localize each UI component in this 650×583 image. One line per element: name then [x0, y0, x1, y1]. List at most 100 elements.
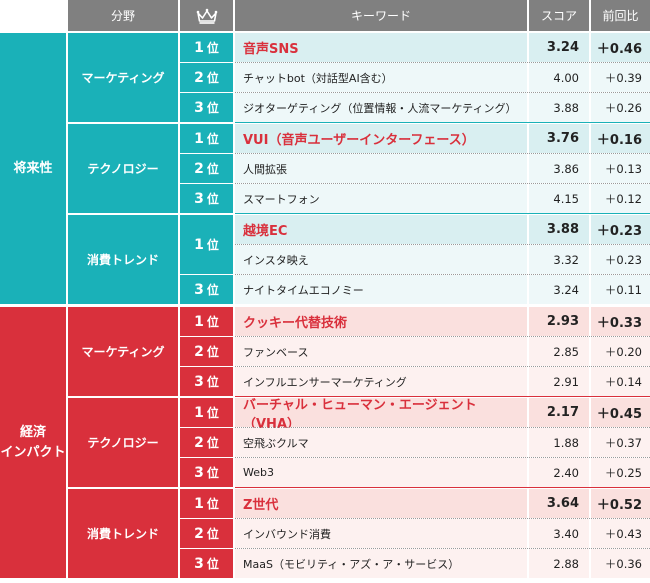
rank-number: 1 [194, 236, 204, 253]
score-cell: 2.88 [529, 549, 589, 578]
row-divider [235, 183, 650, 184]
rank-number: 2 [194, 434, 204, 451]
rank-unit: 位 [206, 497, 219, 511]
rank-number: 3 [194, 555, 204, 572]
keyword-cell: インバウンド消費 [235, 519, 527, 548]
score-cell: 1.88 [529, 428, 589, 457]
field-label: マーケティング [68, 33, 178, 122]
rank-unit: 位 [206, 406, 219, 420]
diff-cell: ＋0.14 [591, 367, 650, 396]
row-divider [235, 274, 650, 275]
diff-cell: ＋0.37 [591, 428, 650, 457]
keyword-cell: Z世代 [235, 489, 527, 518]
keyword-cell: ナイトタイムエコノミー [235, 275, 527, 304]
score-cell: 4.15 [529, 184, 589, 213]
rank-number: 3 [194, 99, 204, 116]
rank-unit: 位 [206, 162, 219, 176]
keyword-cell: インフルエンサーマーケティング [235, 367, 527, 396]
keyword-cell: 人間拡張 [235, 154, 527, 183]
diff-cell: ＋0.33 [591, 307, 650, 336]
rank-number: 1 [194, 313, 204, 330]
row-divider [235, 92, 650, 93]
rank-unit: 位 [206, 41, 219, 55]
rank-number: 1 [194, 404, 204, 421]
rank-unit: 位 [206, 436, 219, 450]
rank-number: 3 [194, 190, 204, 207]
score-cell: 3.24 [529, 275, 589, 304]
keyword-cell: 越境EC [235, 215, 527, 244]
score-cell: 3.32 [529, 245, 589, 274]
keyword-cell: Web3 [235, 458, 527, 487]
rank-number: 3 [194, 281, 204, 298]
diff-cell: ＋0.52 [591, 489, 650, 518]
keyword-cell: スマートフォン [235, 184, 527, 213]
field-label: 消費トレンド [68, 489, 178, 578]
rank-unit: 位 [206, 557, 219, 571]
rank-unit: 位 [206, 101, 219, 115]
rank-unit: 位 [206, 132, 219, 146]
field-divider [235, 122, 650, 123]
score-cell: 3.40 [529, 519, 589, 548]
keyword-cell: 空飛ぶクルマ [235, 428, 527, 457]
score-cell: 3.24 [529, 33, 589, 62]
diff-cell: ＋0.20 [591, 337, 650, 366]
row-divider [235, 548, 650, 549]
row-divider [235, 457, 650, 458]
rank-number: 2 [194, 525, 204, 542]
field-label: マーケティング [68, 307, 178, 396]
score-cell: 3.76 [529, 124, 589, 153]
score-cell: 2.93 [529, 307, 589, 336]
keyword-cell: VUI（音声ユーザーインターフェース） [235, 124, 527, 153]
rank-number: 2 [194, 69, 204, 86]
diff-cell: ＋0.16 [591, 124, 650, 153]
diff-cell: ＋0.45 [591, 398, 650, 427]
row-divider [235, 518, 650, 519]
diff-cell: ＋0.46 [591, 33, 650, 62]
field-label: テクノロジー [68, 398, 178, 487]
diff-cell: ＋0.13 [591, 154, 650, 183]
keyword-cell: バーチャル・ヒューマン・エージェント（VHA） [235, 398, 527, 432]
score-cell: 3.88 [529, 215, 589, 244]
field-label: 消費トレンド [68, 215, 178, 304]
score-cell: 2.85 [529, 337, 589, 366]
rank-unit: 位 [206, 315, 219, 329]
field-label: テクノロジー [68, 124, 178, 213]
rank-number: 2 [194, 160, 204, 177]
group-label: 将来性 [0, 33, 66, 304]
header-score: スコア [529, 0, 589, 31]
header-diff: 前回比 [591, 0, 650, 31]
diff-cell: ＋0.25 [591, 458, 650, 487]
rank-number: 1 [194, 495, 204, 512]
rank-number: 1 [194, 39, 204, 56]
score-cell: 2.91 [529, 367, 589, 396]
score-cell: 2.40 [529, 458, 589, 487]
rank-unit: 位 [206, 192, 219, 206]
diff-cell: ＋0.36 [591, 549, 650, 578]
diff-cell: ＋0.39 [591, 63, 650, 92]
rank-unit: 位 [206, 345, 219, 359]
row-divider [235, 153, 650, 154]
header-field: 分野 [68, 0, 178, 31]
header-keyword: キーワード [235, 0, 527, 31]
rank-number: 3 [194, 464, 204, 481]
keyword-cell: チャットbot（対話型AI含む） [235, 63, 527, 92]
score-cell: 3.86 [529, 154, 589, 183]
keyword-cell: インスタ映え [235, 245, 527, 274]
row-divider [235, 366, 650, 367]
score-cell: 4.00 [529, 63, 589, 92]
rank-unit: 位 [206, 466, 219, 480]
keyword-cell: MaaS（モビリティ・アズ・ア・サービス） [235, 549, 527, 578]
